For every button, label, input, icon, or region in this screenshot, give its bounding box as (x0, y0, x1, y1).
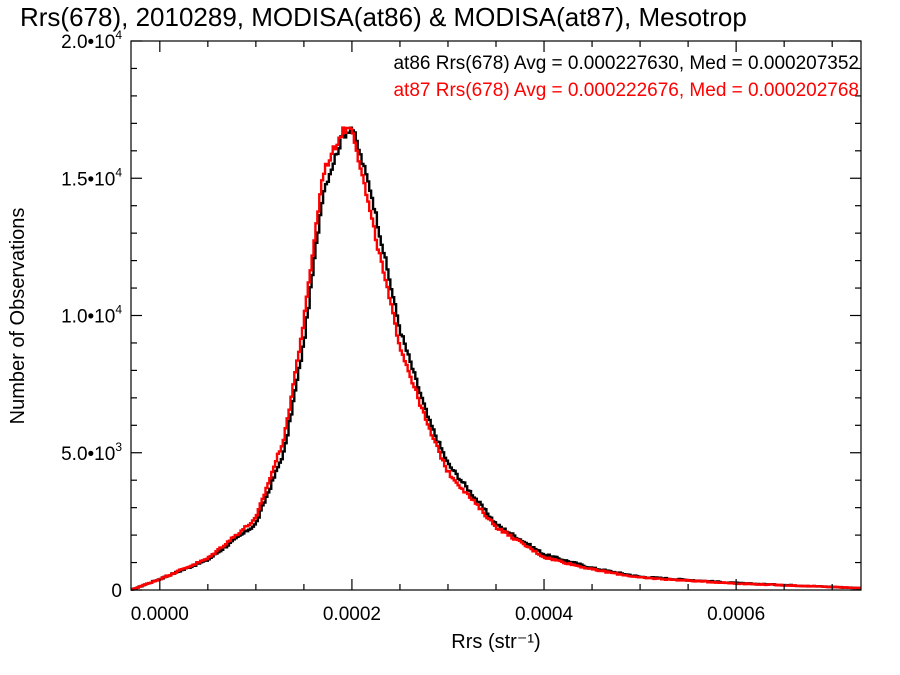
axis-ticks-group: 0.0000 0.0002 0.0004 0.000605.0•1031.0•1041… (61, 28, 861, 625)
y-tick-label: 0 (111, 581, 122, 602)
plot-frame (130, 40, 862, 591)
y-tick-mantissa: 0 (111, 581, 122, 602)
y-axis-label: Number of Observations (7, 208, 29, 425)
x-axis-label: Rrs (str⁻¹) (451, 631, 540, 653)
series-line-at86 (131, 126, 861, 591)
y-tick-label: 1.5•104 (61, 165, 122, 190)
x-tick-label: 0.0004 (515, 604, 574, 625)
y-tick-exponent: 3 (115, 440, 122, 454)
x-tick-label: 0.0002 (323, 604, 381, 625)
y-tick-exponent: 4 (115, 165, 122, 179)
series-line-at87 (131, 126, 861, 591)
y-tick-exponent: 4 (115, 303, 122, 317)
y-tick-mantissa: 1.0•10 (61, 307, 115, 328)
y-tick-mantissa: 1.5•10 (61, 169, 115, 190)
chart-title: Rrs(678), 2010289, MODISA(at86) & MODISA… (20, 2, 747, 32)
legend-entry-at87: at87 Rrs(678) Avg = 0.000222676, Med = 0… (393, 80, 859, 101)
y-tick-label: 5.0•103 (61, 440, 122, 465)
legend-entry-at86: at86 Rrs(678) Avg = 0.000227630, Med = 0… (393, 53, 859, 74)
y-tick-mantissa: 5.0•10 (61, 444, 115, 465)
x-tick-label: 0.0000 (131, 604, 189, 625)
y-tick-mantissa: 2.0•10 (61, 32, 115, 53)
y-tick-label: 2.0•104 (61, 28, 122, 53)
plot-series-group (131, 126, 861, 591)
x-tick-label: 0.0006 (707, 604, 765, 625)
y-tick-label: 1.0•104 (61, 303, 122, 328)
y-tick-exponent: 4 (115, 28, 122, 42)
